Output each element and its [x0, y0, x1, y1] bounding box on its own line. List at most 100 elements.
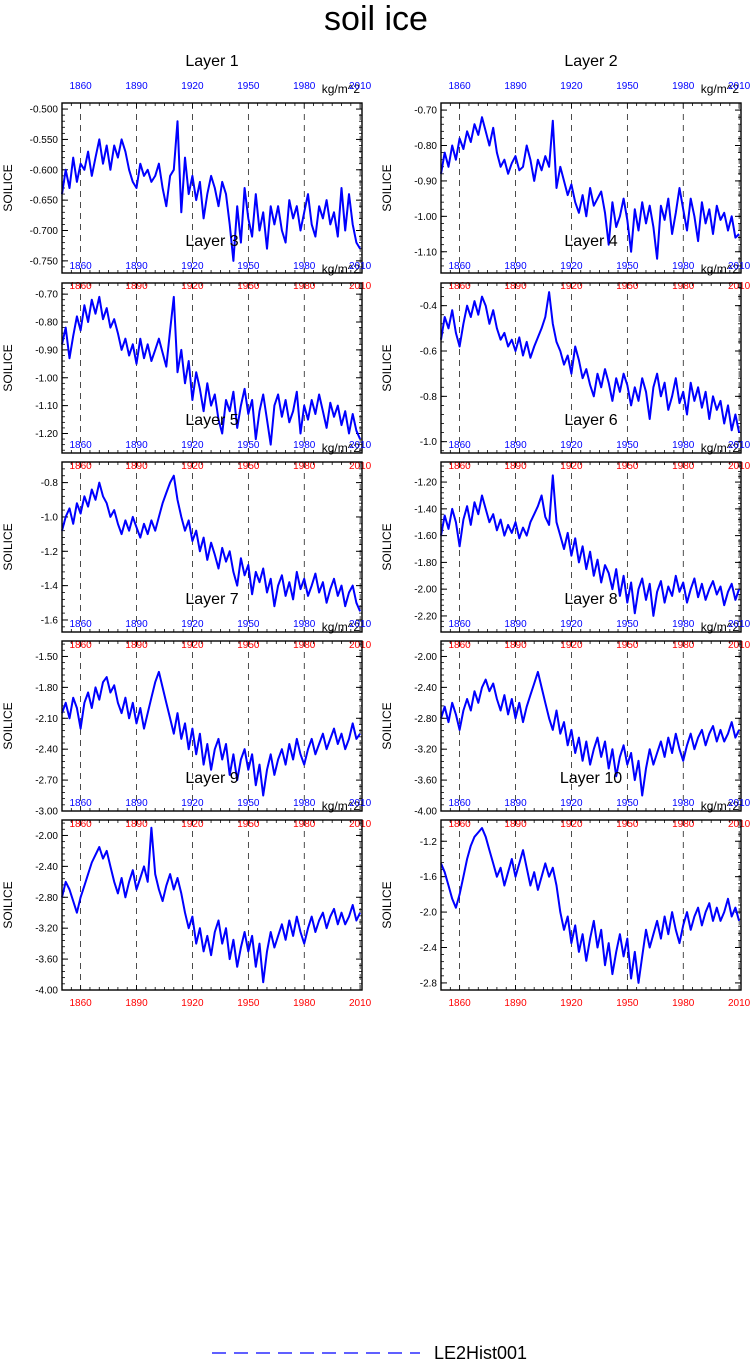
y-tick-label: -2.00 [414, 585, 437, 596]
x-tick-label-bottom: 1860 [70, 998, 93, 1009]
x-tick-label-top: 1860 [70, 81, 93, 92]
x-tick-label-bottom: 1920 [181, 998, 204, 1009]
x-tick-label-top: 1950 [237, 81, 260, 92]
y-tick-label: -1.50 [35, 652, 58, 663]
x-tick-label-top: 1920 [560, 619, 583, 630]
figure-title: soil ice [324, 0, 428, 38]
x-tick-label-bottom: 1980 [672, 998, 695, 1009]
x-tick-label-bottom: 1980 [293, 998, 316, 1009]
x-tick-label-top: 1890 [504, 798, 527, 809]
y-tick-label: -2.00 [414, 652, 437, 663]
units-label: kg/m^2 [701, 82, 740, 96]
y-tick-label: -2.4 [420, 943, 438, 954]
x-tick-label-top: 1920 [181, 81, 204, 92]
y-axis-label: SOILICE [380, 702, 394, 749]
x-tick-label-top: 1920 [181, 619, 204, 630]
x-tick-label-top: 1950 [237, 440, 260, 451]
y-tick-label: -0.80 [35, 318, 58, 329]
x-tick-label-top: 1890 [504, 440, 527, 451]
x-tick-label-top: 1950 [237, 798, 260, 809]
panel-layer-3: Layer 3 kg/m^2 SOILICE 1860 1860 1890 1890 1920… [1, 233, 372, 472]
x-tick-label-top: 1920 [181, 798, 204, 809]
plot-frame [61, 819, 363, 991]
x-tick-label-top: 1890 [504, 619, 527, 630]
x-tick-label-bottom: 1890 [504, 998, 527, 1009]
y-tick-label: -2.80 [35, 893, 58, 904]
x-tick-label-top: 1860 [70, 619, 93, 630]
y-axis-label: SOILICE [1, 523, 15, 570]
series-line-LE2Hist001 [61, 474, 362, 612]
panel-title: Layer 5 [185, 412, 238, 429]
y-tick-label: -2.00 [35, 831, 58, 842]
plot-frame [61, 640, 363, 812]
y-tick-label: -1.00 [35, 373, 58, 384]
series-line-LE2Hist001 [440, 474, 741, 617]
x-tick-label-top: 1860 [70, 261, 93, 272]
x-tick-label-top: 1980 [293, 440, 316, 451]
y-tick-label: -4.00 [414, 807, 437, 818]
x-tick-label-top: 2010 [728, 261, 751, 272]
panel-layer-4: Layer 4 kg/m^2 SOILICE 1860 1860 1890 1890 1920… [380, 233, 751, 472]
y-tick-label: -2.80 [414, 714, 437, 725]
y-axis-label: SOILICE [380, 523, 394, 570]
x-tick-label-top: 2010 [349, 798, 372, 809]
y-tick-label: -0.8 [41, 478, 59, 489]
y-tick-label: -1.80 [35, 683, 58, 694]
y-tick-label: -3.20 [35, 924, 58, 935]
x-tick-label-top: 1890 [504, 81, 527, 92]
y-tick-label: -0.550 [30, 135, 59, 146]
x-tick-label-top: 1980 [672, 81, 695, 92]
y-tick-label: -4.00 [35, 986, 58, 997]
units-label: kg/m^2 [322, 441, 361, 455]
y-tick-label: -0.90 [414, 176, 437, 187]
x-tick-label-top: 1950 [616, 798, 639, 809]
x-tick-label-top: 1920 [560, 440, 583, 451]
panel-title: Layer 10 [560, 770, 622, 787]
x-tick-label-top: 1950 [616, 619, 639, 630]
y-tick-label: -1.00 [414, 212, 437, 223]
x-tick-label-top: 1950 [237, 619, 260, 630]
y-tick-label: -2.70 [35, 776, 58, 787]
series-line-LE2Hist001 [61, 120, 361, 262]
panel-title: Layer 9 [185, 770, 238, 787]
y-tick-label: -0.600 [30, 165, 59, 176]
panel-title: Layer 3 [185, 233, 238, 250]
x-tick-label-top: 1890 [125, 81, 148, 92]
y-tick-label: -2.20 [414, 611, 437, 622]
x-tick-label-top: 1920 [560, 261, 583, 272]
y-tick-label: -3.00 [35, 807, 58, 818]
y-tick-label: -3.60 [35, 955, 58, 966]
y-tick-label: -1.10 [414, 247, 437, 258]
x-tick-label-top: 2010 [349, 440, 372, 451]
y-tick-label: -2.40 [414, 683, 437, 694]
y-axis-label: SOILICE [380, 881, 394, 928]
y-tick-label: -0.700 [30, 226, 59, 237]
series-line-LE2Hist001 [440, 670, 741, 797]
y-tick-label: -1.20 [414, 478, 437, 489]
y-axis-label: SOILICE [1, 164, 15, 211]
units-label: kg/m^2 [701, 620, 740, 634]
x-tick-label-top: 1950 [616, 81, 639, 92]
x-tick-label-top: 1860 [449, 261, 472, 272]
x-tick-label-bottom: 1920 [560, 998, 583, 1009]
x-tick-label-bottom: 2010 [349, 998, 372, 1009]
x-tick-label-bottom: 1950 [616, 998, 639, 1009]
y-tick-label: -1.60 [414, 531, 437, 542]
x-tick-label-bottom: 1860 [449, 998, 472, 1009]
panel-title: Layer 6 [564, 412, 617, 429]
plot-frame [440, 102, 742, 274]
panel-layer-1: Layer 1 kg/m^2 SOILICE 1860 1860 1890 1890 1920… [1, 53, 372, 292]
panel-layer-10: Layer 10 kg/m^2 SOILICE 1860 1860 1890 1890 192… [380, 770, 751, 1009]
x-tick-label-top: 1980 [293, 798, 316, 809]
y-tick-label: -0.8 [420, 392, 438, 403]
y-tick-label: -0.90 [35, 345, 58, 356]
panel-layer-5: Layer 5 kg/m^2 SOILICE 1860 1860 1890 1890 1920… [1, 412, 372, 651]
panel-title: Layer 8 [564, 591, 617, 608]
y-axis-label: SOILICE [1, 881, 15, 928]
x-tick-label-top: 1950 [616, 440, 639, 451]
units-label: kg/m^2 [701, 441, 740, 455]
panel-layer-2: Layer 2 kg/m^2 SOILICE 1860 1860 1890 1890 1920… [380, 53, 751, 292]
units-label: kg/m^2 [322, 82, 361, 96]
y-tick-label: -2.40 [35, 862, 58, 873]
